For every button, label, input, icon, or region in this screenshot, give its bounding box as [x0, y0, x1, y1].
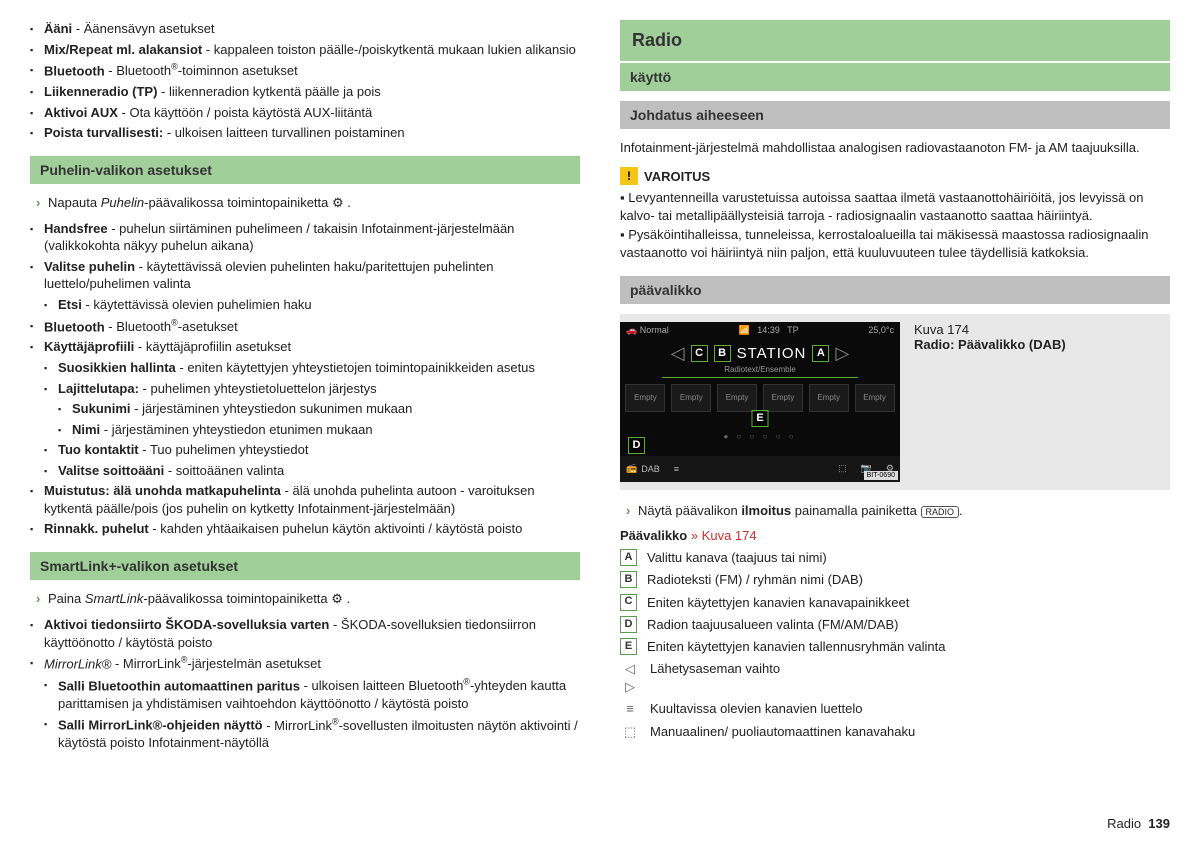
smartlink-settings-list: Aktivoi tiedonsiirto ŠKODA-sovelluksia v… — [30, 616, 580, 752]
left-column: Ääni - Äänensävyn asetukset Mix/Repeat ml… — [30, 20, 580, 755]
legend-symbol-item: ◁ ▷Lähetysaseman vaihto — [620, 660, 1170, 696]
preset-row: Empty Empty Empty Empty Empty Empty — [624, 384, 896, 412]
label-e: E — [752, 410, 769, 427]
list-item: Nimi - järjestäminen yhteystiedon etunim… — [58, 421, 580, 439]
list-item: MirrorLink® - MirrorLink®-järjestelmän a… — [30, 654, 580, 673]
list-item: Bluetooth - Bluetooth®-toiminnon asetuks… — [30, 61, 580, 80]
chevron-icon: › — [626, 503, 630, 518]
legend-symbol-item: ⬚Manuaalinen/ puoliautomaattinen kanavah… — [620, 723, 1170, 741]
label-a: A — [812, 345, 829, 362]
section-intro: Johdatus aiheeseen — [620, 101, 1170, 129]
media-settings-list: Ääni - Äänensävyn asetukset Mix/Repeat ml… — [30, 20, 580, 142]
list-item: Tuo kontaktit - Tuo puhelimen yhteystied… — [44, 441, 580, 459]
radio-button-label: RADIO — [921, 506, 960, 518]
image-ref: BIT-0690 — [864, 471, 898, 480]
legend-key-item: CEniten käytettyjen kanavien kanavapaini… — [620, 594, 1170, 612]
smartlink-instruction: › Paina SmartLink-päävalikossa toimintop… — [30, 590, 580, 608]
chevron-icon: › — [36, 591, 40, 606]
section-smartlink-settings: SmartLink+-valikon asetukset — [30, 552, 580, 580]
radio-screenshot: 🚗 Normal 📶 14:39 TP 25,0°c ◁ C B STATION… — [620, 322, 900, 482]
list-item: Salli MirrorLink®-ohjeiden näyttö - Mirr… — [44, 715, 580, 751]
label-d: D — [628, 437, 645, 454]
list-item: Poista turvallisesti: - ulkoisen laittee… — [30, 124, 580, 142]
warning-title: ! VAROITUS — [620, 167, 1170, 185]
page-footer: Radio 139 — [1107, 816, 1170, 831]
list-item: Lajittelutapa: - puhelimen yhteystietolu… — [44, 380, 580, 398]
list-item: Suosikkien hallinta - eniten käytettyjen… — [44, 359, 580, 377]
radiotext: Radiotext/Ensemble — [620, 365, 900, 374]
radio-heading: Radio — [620, 20, 1170, 61]
warning-box: ! VAROITUS ▪ Levyantenneilla varustetuis… — [620, 167, 1170, 262]
section-mainmenu: päävalikko — [620, 276, 1170, 304]
warning-item: ▪ Levyantenneilla varustetuissa autoissa… — [620, 189, 1170, 225]
label-b: B — [714, 345, 731, 362]
legend-title: Päävalikko » Kuva 174 — [620, 528, 1170, 543]
list-item: Ääni - Äänensävyn asetukset — [30, 20, 580, 38]
list-item: Aktivoi AUX - Ota käyttöön / poista käyt… — [30, 104, 580, 122]
list-item: Rinnakk. puhelut - kahden yhtäaikaisen p… — [30, 520, 580, 538]
legend-key-item: DRadion taajuusalueen valinta (FM/AM/DAB… — [620, 616, 1170, 634]
warning-icon: ! — [620, 167, 638, 185]
list-item: Käyttäjäprofiili - käyttäjäprofiilin ase… — [30, 338, 580, 356]
list-item: Liikenneradio (TP) - liikenneradion kytk… — [30, 83, 580, 101]
show-mainmenu-text: › Näytä päävalikon ilmoitus painamalla p… — [620, 502, 1170, 520]
legend-keys: AValittu kanava (taajuus tai nimi) BRadio… — [620, 549, 1170, 656]
legend-key-item: BRadioteksti (FM) / ryhmän nimi (DAB) — [620, 571, 1170, 589]
list-item: Valitse soittoääni - soittoäänen valinta — [44, 462, 580, 480]
label-c: C — [691, 345, 708, 362]
phone-settings-list: Handsfree - puhelun siirtäminen puhelime… — [30, 220, 580, 538]
next-arrow-icon: ▷ — [835, 343, 849, 364]
figure-174: 🚗 Normal 📶 14:39 TP 25,0°c ◁ C B STATION… — [620, 314, 1170, 490]
gear-icon: ⚙ — [331, 591, 343, 606]
chevron-icon: › — [36, 195, 40, 210]
list-item: Handsfree - puhelun siirtäminen puhelime… — [30, 220, 580, 255]
station-name: STATION — [737, 345, 807, 362]
phone-instruction: › Napauta Puhelin-päävalikossa toimintop… — [30, 194, 580, 212]
section-phone-settings: Puhelin-valikon asetukset — [30, 156, 580, 184]
list-item: Salli Bluetoothin automaattinen paritus … — [44, 676, 580, 712]
list-item: Etsi - käytettävissä olevien puhelimien … — [44, 296, 580, 314]
right-column: Radio käyttö Johdatus aiheeseen Infotain… — [620, 20, 1170, 755]
legend-key-item: AValittu kanava (taajuus tai nimi) — [620, 549, 1170, 567]
warning-item: ▪ Pysäköintihalleissa, tunneleissa, kerr… — [620, 226, 1170, 262]
list-item: Sukunimi - järjestäminen yhteystiedon su… — [58, 400, 580, 418]
prev-arrow-icon: ◁ — [671, 343, 685, 364]
list-item: Aktivoi tiedonsiirto ŠKODA-sovelluksia v… — [30, 616, 580, 651]
list-item: Bluetooth - Bluetooth®-asetukset — [30, 317, 580, 336]
figure-caption: Kuva 174 Radio: Päävalikko (DAB) — [914, 322, 1066, 352]
intro-text: Infotainment-järjestelmä mahdollistaa an… — [620, 139, 1170, 157]
list-item: Muistutus: älä unohda matkapuhelinta - ä… — [30, 482, 580, 517]
legend-key-item: EEniten käytettyjen kanavien tallennusry… — [620, 638, 1170, 656]
list-item: Valitse puhelin - käytettävissä olevien … — [30, 258, 580, 293]
list-item: Mix/Repeat ml. alakansiot - kappaleen to… — [30, 41, 580, 59]
legend-symbol-item: ≡Kuultavissa olevien kanavien luettelo — [620, 700, 1170, 718]
gear-icon: ⚙ — [332, 195, 344, 210]
legend-symbols: ◁ ▷Lähetysaseman vaihto ≡Kuultavissa olev… — [620, 660, 1170, 741]
section-usage: käyttö — [620, 63, 1170, 91]
